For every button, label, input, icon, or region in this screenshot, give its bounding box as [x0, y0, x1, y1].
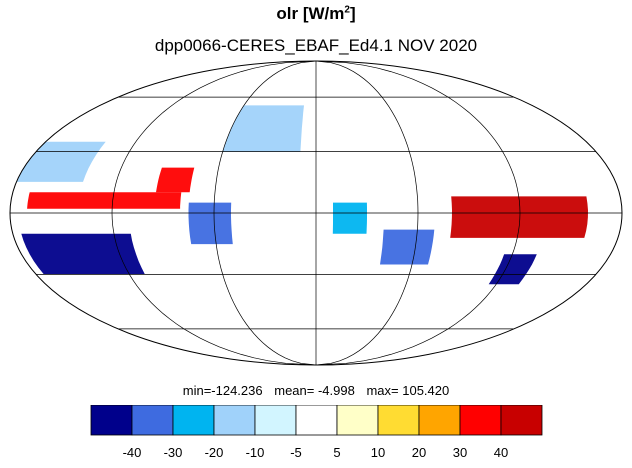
legend-tick-label: -5 [290, 445, 302, 460]
units-text: [W/m [302, 4, 345, 23]
units-close: ] [349, 4, 356, 23]
legend-swatch [418, 405, 461, 436]
legend-tick-label: -40 [123, 445, 142, 460]
graticule [10, 61, 622, 365]
globe-outline [9, 60, 623, 366]
region-north-atlantic [222, 105, 304, 152]
meridian-line [213, 61, 317, 365]
plot-subtitle: dpp0066-CERES_EBAF_Ed4.1 NOV 2020 [154, 36, 478, 55]
legend-swatch [377, 405, 420, 436]
legend-tick-label: 20 [412, 445, 426, 460]
meridian-line [111, 61, 317, 365]
legend-swatch [459, 405, 502, 436]
olr-anomaly-field [16, 105, 588, 285]
region-congo-basin [332, 202, 367, 234]
legend-swatch [254, 405, 297, 436]
legend-swatch [295, 405, 338, 436]
legend-tick-label: 30 [453, 445, 467, 460]
region-central-america [156, 167, 195, 193]
region-south-indian-ocean-madagascar [380, 229, 435, 265]
meridian-line [315, 61, 521, 365]
max-value: max= 105.420 [366, 383, 450, 398]
color-legend: -40 -30 -20 -10 -5 5 10 20 30 40 [90, 405, 543, 460]
legend-swatch [500, 405, 543, 436]
legend-swatch [172, 405, 215, 436]
legend-tick-label: 10 [371, 445, 385, 460]
statistics-line: min=-124.236 mean= -4.998 max= 105.420 [0, 383, 632, 398]
region-south-pacific-band [21, 233, 145, 275]
legend-tick-label: -20 [205, 445, 224, 460]
variable-name: olr [276, 4, 299, 23]
region-east-pacific-itcz [27, 192, 182, 209]
region-south-america-north [188, 202, 233, 245]
region-tropical-west-pacific-indonesia [450, 196, 588, 238]
legend-swatch [131, 405, 174, 436]
legend-swatch [213, 405, 256, 436]
mollweide-map [9, 60, 623, 366]
legend-swatch [90, 405, 133, 436]
region-australia-west [488, 254, 537, 285]
meridian-line [315, 61, 419, 365]
units-superscript: 2 [344, 4, 350, 16]
legend-tick-label: 5 [333, 445, 340, 460]
plot-variable-title: olr [W/m2] [0, 4, 632, 24]
mean-value: mean= -4.998 [274, 383, 355, 398]
legend-tick-label: -30 [164, 445, 183, 460]
legend-tick-label: -10 [246, 445, 265, 460]
min-value: min=-124.236 [182, 383, 263, 398]
legend-swatch [336, 405, 379, 436]
legend-tick-label: 40 [494, 445, 508, 460]
